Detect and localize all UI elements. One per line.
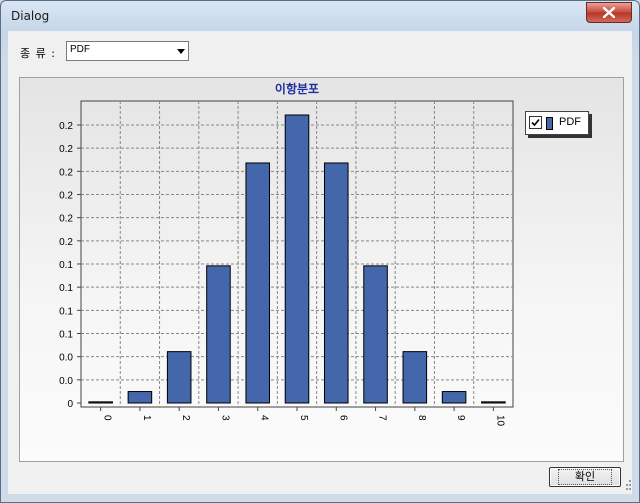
title-bar[interactable]: Dialog [1,1,639,31]
ok-button[interactable]: 확인 [549,467,621,487]
y-tick-label: 0.2 [59,121,73,132]
x-tick-label: 6 [337,415,348,421]
legend-checkbox[interactable] [529,116,542,129]
chart-legend: PDF [525,111,589,135]
bar-3 [206,265,231,404]
x-tick-label: 3 [219,415,230,421]
x-tick-label: 0 [102,415,113,421]
x-tick-label: 2 [180,415,191,421]
y-tick-label: 0.1 [59,260,73,271]
chart-panel: 0 0.0 0.0 0.1 0.1 0.1 0.1 0.2 0.2 0.2 0.2 0.2 0.2 0 1 2… [19,77,624,462]
x-tick-label: 10 [494,415,505,427]
type-combobox[interactable]: PDF [66,41,189,61]
bar-1 [127,391,153,404]
y-tick-label: 0 [67,399,73,410]
y-tick-label: 0.1 [59,283,73,294]
bar-9 [441,391,467,404]
resize-grip-icon[interactable] [626,479,632,491]
y-tick-label: 0.2 [59,237,73,248]
close-button[interactable] [586,2,632,23]
x-tick-label: 8 [416,415,427,421]
binomial-chart: 0 0.0 0.0 0.1 0.1 0.1 0.1 0.2 0.2 0.2 0.2 0.2 0.2 0 1 2… [59,81,514,427]
y-tick-label: 0.1 [59,330,73,341]
ok-button-label: 확인 [557,469,613,485]
window-title: Dialog [11,9,50,23]
y-tick-label: 0.1 [59,306,73,317]
bar-5 [284,114,310,404]
x-tick-label: 1 [141,415,152,421]
y-tick-label: 0.2 [59,167,73,178]
bar-8 [402,351,428,404]
bar-7 [363,265,388,404]
y-tick-label: 0.2 [59,144,73,155]
type-combobox-value: PDF [70,44,90,55]
x-tick-label: 9 [455,415,466,421]
x-tick-label: 4 [259,415,270,421]
legend-swatch [546,117,553,130]
y-tick-label: 0.2 [59,214,73,225]
checkmark-icon [531,118,540,127]
y-tick-label: 0.0 [59,353,73,364]
legend-label: PDF [559,116,581,128]
bar-2 [166,351,192,404]
bar-4 [245,162,271,404]
bar-6 [323,162,349,404]
dialog-client-area: 종 류 : PDF 0 0.0 0.0 0.1 0.1 0.1 0.1 0.2 0.2 0.2 0.… [8,31,632,494]
chevron-down-icon[interactable] [173,42,188,60]
type-label: 종 류 : [20,47,56,60]
chart-title: 이항분포 [275,81,319,96]
x-tick-label: 5 [298,415,309,421]
close-icon [603,7,615,18]
y-tick-label: 0.0 [59,376,73,387]
bar-10 [481,401,506,404]
y-tick-label: 0.2 [59,191,73,202]
bar-0 [88,401,113,404]
x-tick-label: 7 [377,415,388,421]
